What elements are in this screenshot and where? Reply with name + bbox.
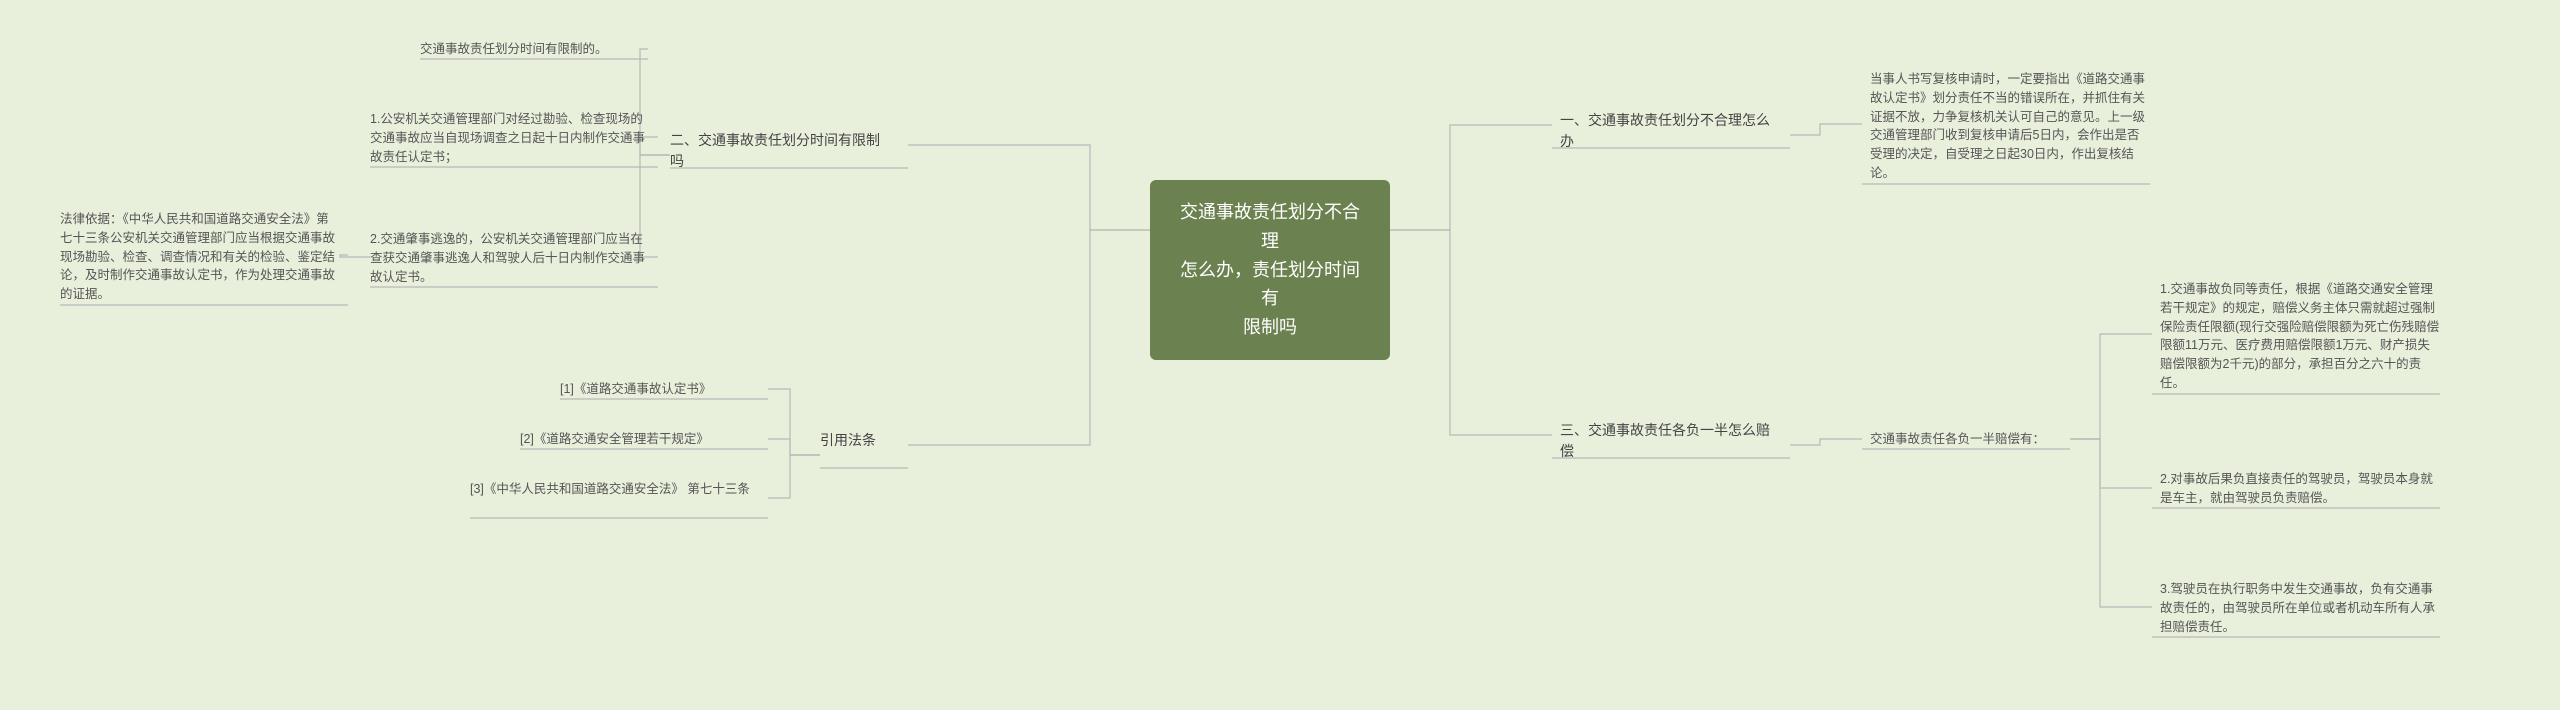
leaf-r3a1: 1.交通事故负同等责任，根据《道路交通安全管理若干规定》的规定，赔偿义务主体只需…: [2160, 280, 2440, 393]
leaf-r3a2: 2.对事故后果负直接责任的驾驶员，驾驶员本身就是车主，就由驾驶员负责赔偿。: [2160, 470, 2440, 508]
leaf-l2c1: 法律依据：《中华人民共和国道路交通安全法》第七十三条公安机关交通管理部门应当根据…: [60, 210, 340, 304]
root-line3: 限制吗: [1172, 313, 1368, 342]
leaf-l2a: 交通事故责任划分时间有限制的。: [420, 40, 640, 59]
leaf-r1a: 当事人书写复核申请时，一定要指出《道路交通事故认定书》划分责任不当的错误所在，并…: [1870, 70, 2150, 183]
leaf-lref3: [3]《中华人民共和国道路交通安全法》 第七十三条: [470, 480, 750, 499]
branch-r3: 三、交通事故责任各负一半怎么赔偿: [1560, 420, 1790, 462]
leaf-r3a3: 3.驾驶员在执行职务中发生交通事故，负有交通事故责任的，由驾驶员所在单位或者机动…: [2160, 580, 2440, 636]
leaf-l2c: 2.交通肇事逃逸的，公安机关交通管理部门应当在查获交通肇事逃逸人和驾驶人后十日内…: [370, 230, 650, 286]
leaf-l2b: 1.公安机关交通管理部门对经过勘验、检查现场的交通事故应当自现场调查之日起十日内…: [370, 110, 650, 166]
leaf-lref1: [1]《道路交通事故认定书》: [560, 380, 760, 399]
branch-lref: 引用法条: [820, 430, 900, 451]
branch-l2: 二、交通事故责任划分时间有限制吗: [670, 130, 900, 172]
leaf-lref2: [2]《道路交通安全管理若干规定》: [520, 430, 760, 449]
mindmap-root: 交通事故责任划分不合理 怎么办，责任划分时间有 限制吗: [1150, 180, 1390, 360]
branch-r1: 一、交通事故责任划分不合理怎么办: [1560, 110, 1790, 152]
root-line2: 怎么办，责任划分时间有: [1172, 256, 1368, 314]
leaf-r3a: 交通事故责任各负一半赔偿有：: [1870, 430, 2070, 449]
root-line1: 交通事故责任划分不合理: [1172, 198, 1368, 256]
